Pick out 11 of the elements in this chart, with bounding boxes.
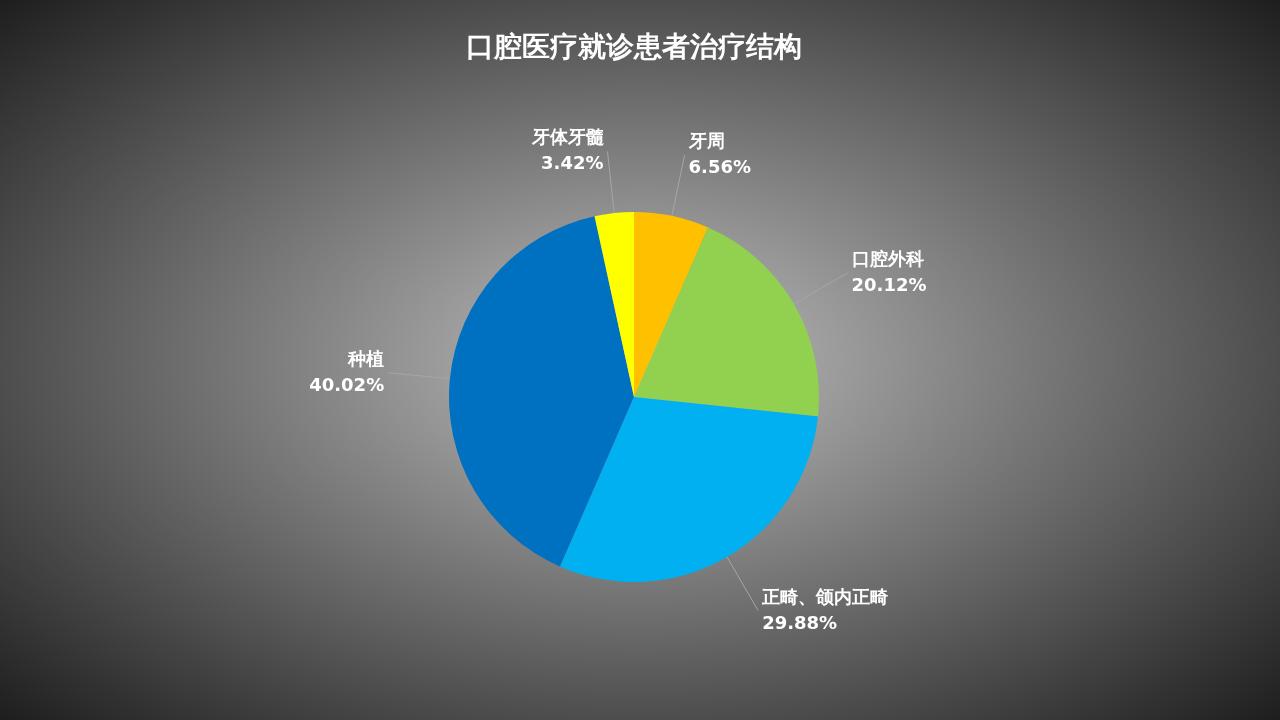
slice-label: 正畸、颌内正畸 bbox=[761, 585, 889, 607]
data-label: 20.12% bbox=[851, 273, 927, 295]
slice-label: 牙体牙髓 bbox=[530, 126, 605, 148]
slice-label: 牙周 bbox=[687, 130, 725, 152]
slice-label: 口腔外科 bbox=[851, 247, 924, 269]
slice-label: 种植 bbox=[347, 347, 385, 369]
chart-title: 口腔医疗就诊患者治疗结构 bbox=[466, 30, 802, 63]
data-label: 29.88% bbox=[762, 611, 838, 633]
data-label: 3.42% bbox=[541, 152, 604, 174]
data-label: 6.56% bbox=[688, 156, 751, 178]
data-label: 40.02% bbox=[309, 373, 385, 395]
